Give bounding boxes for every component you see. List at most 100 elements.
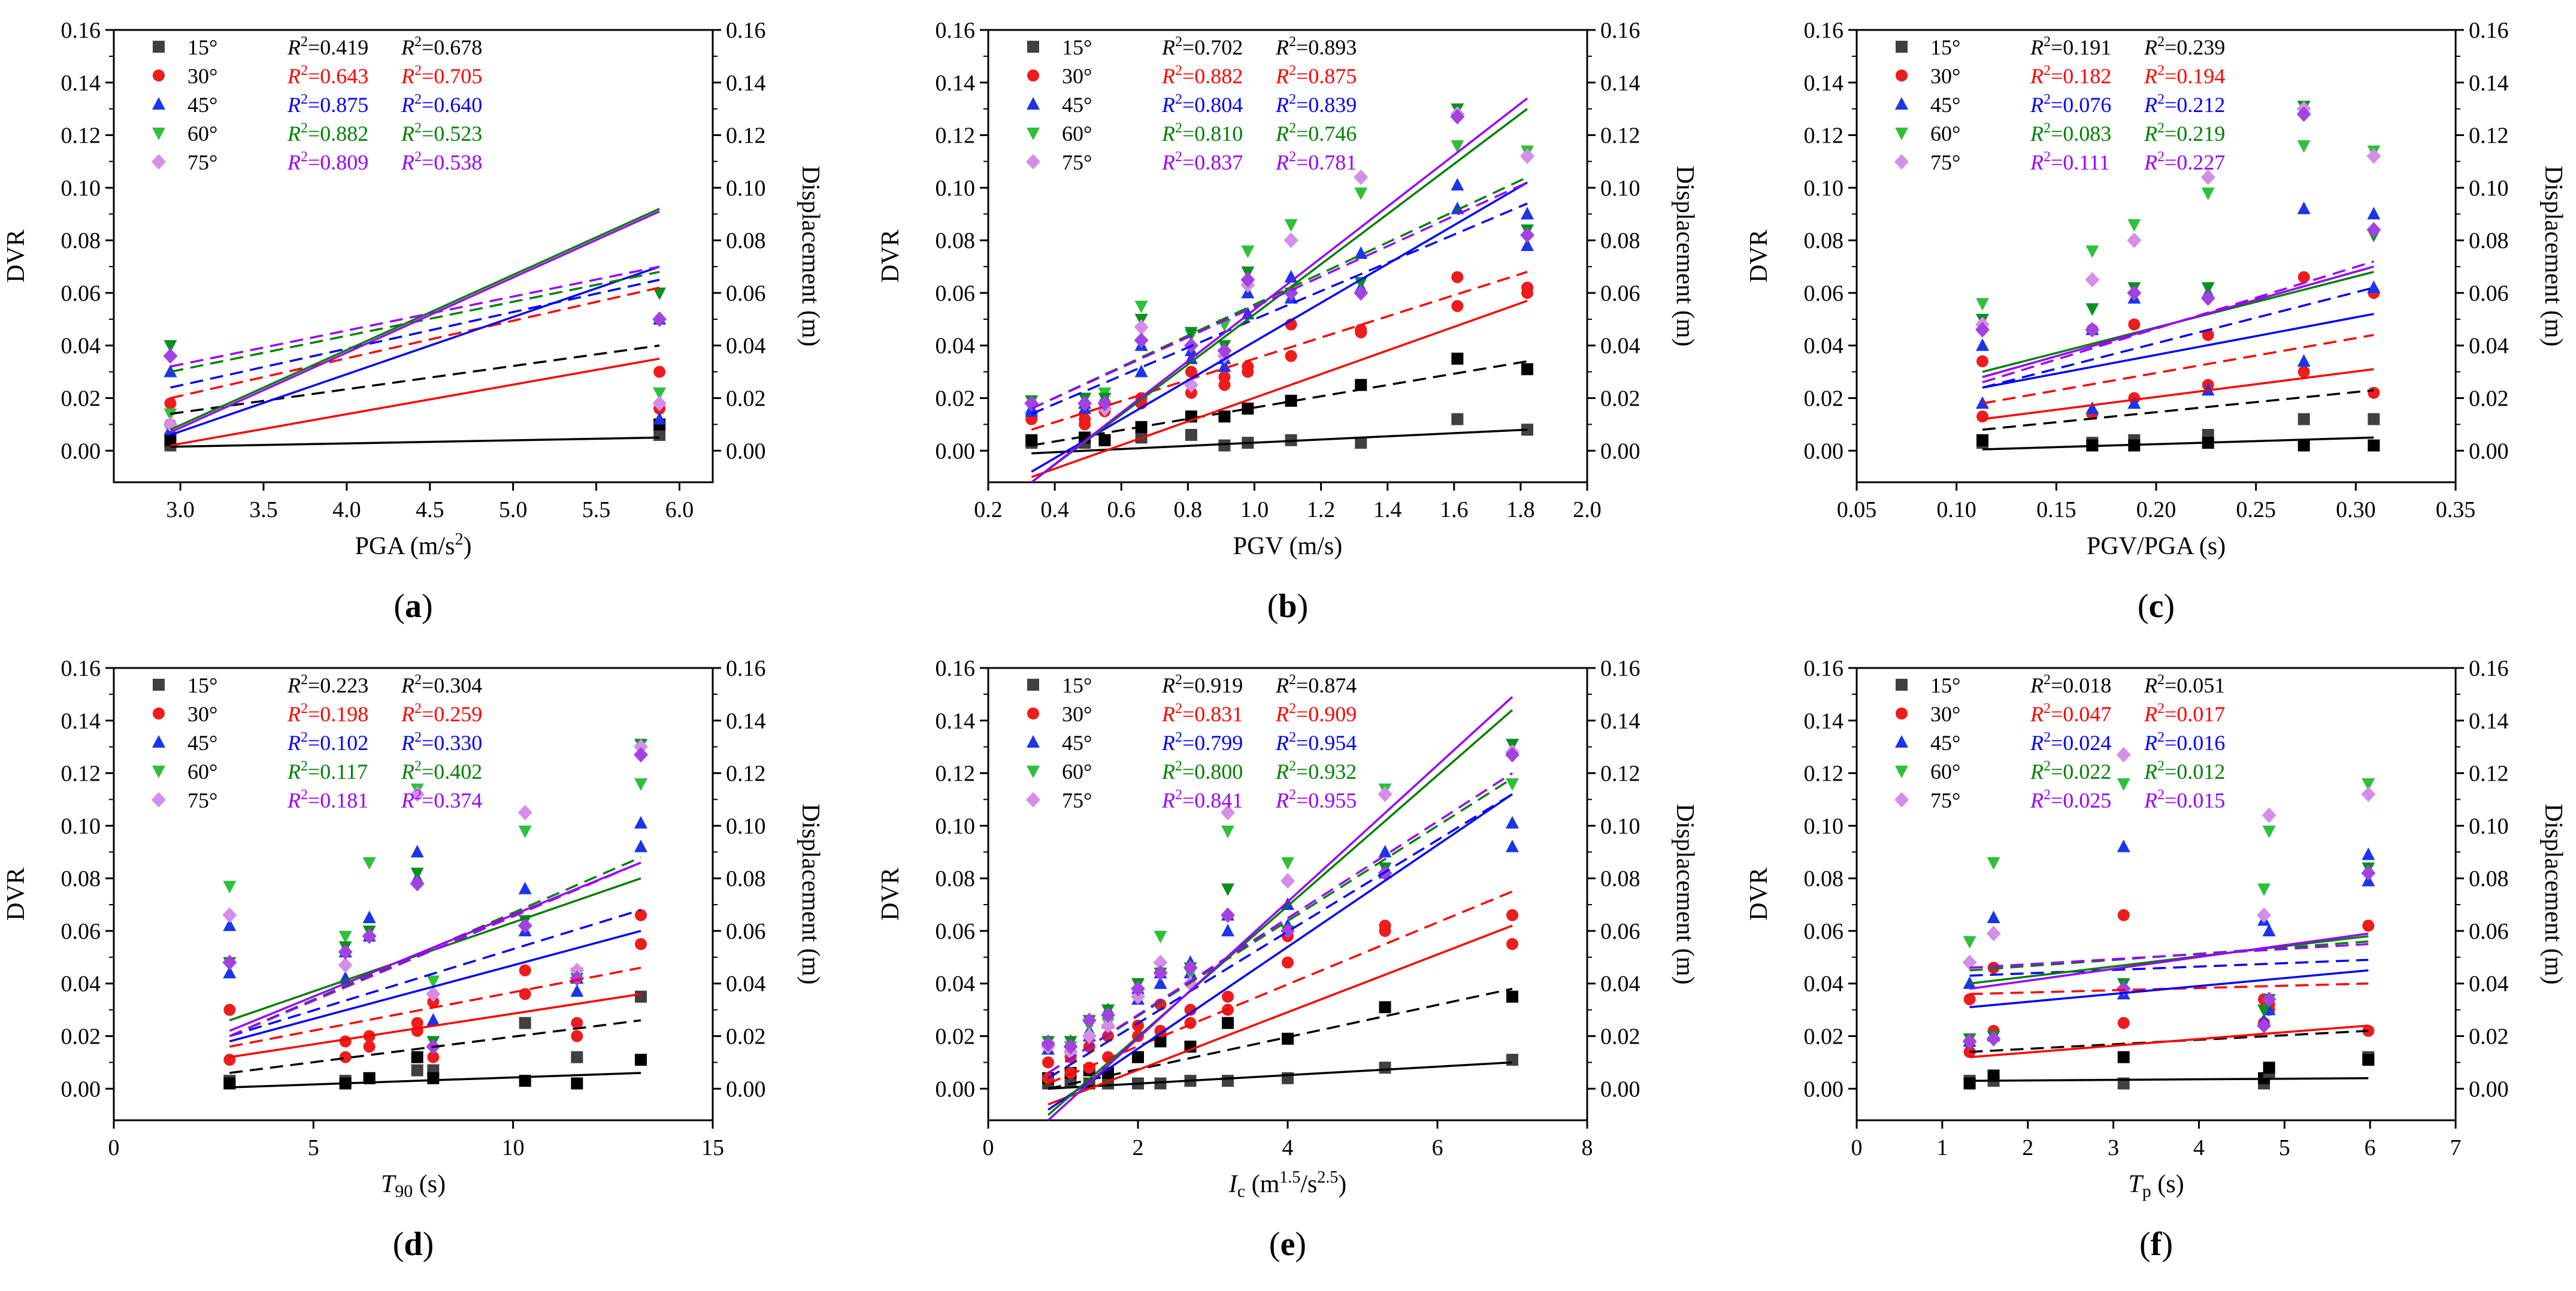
panel-label: (d)	[393, 1226, 434, 1263]
y-tick-label-left: 0.00	[936, 439, 976, 464]
data-point-dvr-75°	[410, 875, 425, 891]
data-point-disp-30°	[571, 1017, 583, 1029]
data-point-dvr-45°	[1521, 238, 1534, 251]
data-point-disp-75°	[1378, 786, 1393, 802]
data-point-dvr-45°	[1218, 359, 1231, 372]
legend-label: 15°	[187, 35, 217, 59]
legend-label: 45°	[1930, 731, 1960, 755]
y-tick-label-right: 0.16	[2469, 18, 2509, 43]
data-point-dvr-30°	[427, 1051, 440, 1063]
data-point-disp-60°	[2362, 778, 2375, 791]
data-point-disp-45°	[223, 918, 237, 932]
legend-r2-dvr: R2=0.182	[2030, 63, 2111, 88]
r2-sup: 2	[1175, 672, 1182, 688]
y-tick-label-left: 0.16	[936, 656, 976, 681]
data-point-dvr-75°	[1520, 227, 1534, 243]
y-tick-label-left: 0.12	[1804, 761, 1844, 787]
r2-sup: 2	[414, 672, 422, 688]
plot-frame	[113, 667, 714, 1121]
r2-sup: 2	[2044, 120, 2051, 136]
data-point-dvr-75°	[1041, 1036, 1055, 1052]
r2-symbol: R	[2030, 150, 2044, 174]
r2-value: =0.702	[1182, 35, 1243, 59]
r2-symbol: R	[1161, 122, 1175, 146]
r2-symbol: R	[401, 150, 414, 174]
y-tick-label-right: 0.14	[2469, 709, 2509, 734]
legend-label: 75°	[187, 150, 217, 174]
x-tick-label: 4.0	[332, 497, 361, 522]
data-point-disp-75°	[2262, 807, 2277, 823]
r2-sup: 2	[1289, 92, 1296, 107]
legend-label: 45°	[1930, 93, 1960, 117]
r2-sup: 2	[301, 120, 308, 136]
data-point-dvr-30°	[363, 1041, 376, 1053]
legend-r2-dvr: R2=0.117	[287, 758, 368, 784]
r2-value: =0.909	[1296, 702, 1357, 726]
panel-label-close: )	[2163, 588, 2175, 625]
data-point-disp-15°	[1379, 1062, 1391, 1074]
r2-sup: 2	[2044, 34, 2051, 50]
panel-label: (c)	[2138, 588, 2175, 625]
x-tick-label: 0.15	[2036, 497, 2076, 522]
data-point-dvr-75°	[1217, 343, 1232, 359]
legend-r2-disp: R2=0.909	[1275, 701, 1357, 726]
x-tick-label: 4.5	[416, 497, 444, 522]
y-axis-label-right: Displacement (m)	[797, 165, 824, 346]
legend-r2-disp: R2=0.746	[1275, 120, 1357, 146]
y-tick-label-right: 0.06	[2469, 281, 2509, 306]
data-point-dvr-75°	[1077, 395, 1092, 412]
y-tick-label-right: 0.02	[726, 1024, 766, 1050]
data-point-disp-30°	[1083, 1062, 1095, 1074]
legend-marker	[1027, 708, 1039, 719]
data-point-dvr-75°	[570, 970, 585, 986]
legend-r2-dvr: R2=0.025	[2030, 787, 2111, 812]
fit-line-disp-45°	[170, 279, 660, 389]
legend-marker	[1895, 97, 1908, 110]
x-tick-label: 0.6	[1107, 497, 1136, 522]
data-point-dvr-30°	[1355, 326, 1367, 338]
legend-r2-disp: R2=0.239	[2144, 34, 2225, 59]
panel-label: (b)	[1267, 588, 1308, 625]
y-tick-label-left: 0.12	[61, 123, 101, 149]
data-point-dvr-60°	[2257, 1004, 2271, 1017]
panel-label-close: )	[422, 588, 433, 625]
r2-symbol: R	[401, 673, 414, 697]
r2-value: =0.194	[2165, 64, 2225, 88]
data-point-dvr-15°	[1963, 1077, 1976, 1090]
y-tick-label-left: 0.14	[936, 71, 976, 96]
data-point-dvr-30°	[2202, 329, 2214, 341]
legend-r2-disp: R2=0.330	[401, 730, 482, 755]
r2-value: =0.882	[1182, 64, 1243, 88]
data-point-disp-45°	[1987, 911, 2000, 924]
y-tick-label-right: 0.04	[1600, 972, 1640, 997]
x-tick-label: 3	[2108, 1135, 2119, 1160]
legend-label: 60°	[1930, 760, 1960, 784]
plot-area	[1024, 97, 1534, 482]
data-point-disp-75°	[1134, 319, 1149, 335]
legend-r2-disp: R2=0.874	[1275, 672, 1357, 697]
data-point-dvr-75°	[517, 918, 532, 934]
y-tick-label-left: 0.04	[1804, 334, 1844, 359]
r2-sup: 2	[414, 92, 422, 107]
data-point-dvr-75°	[1082, 1012, 1097, 1029]
fit-line-dvr-45°	[169, 265, 660, 436]
y-tick-label-left: 0.14	[61, 709, 101, 734]
data-point-dvr-15°	[1285, 394, 1297, 407]
legend-label: 60°	[1930, 122, 1960, 146]
r2-sup: 2	[2157, 34, 2165, 50]
y-tick-label-right: 0.12	[2469, 123, 2509, 149]
x-tick-label: 3.0	[166, 497, 195, 522]
data-point-disp-75°	[2127, 232, 2142, 249]
r2-sup: 2	[2044, 758, 2051, 774]
data-point-dvr-75°	[1221, 907, 1235, 923]
fit-line-dvr-15°	[229, 1072, 641, 1089]
data-point-disp-60°	[1134, 300, 1148, 313]
r2-sup: 2	[301, 730, 308, 745]
legend-marker	[1896, 69, 1908, 81]
y-tick-label-right: 0.00	[1600, 1077, 1640, 1102]
y-tick-label-left: 0.10	[61, 176, 101, 201]
data-point-dvr-45°	[223, 966, 237, 979]
data-point-disp-75°	[1082, 1028, 1097, 1044]
r2-value: =0.017	[2165, 702, 2225, 726]
data-point-disp-75°	[1221, 805, 1235, 821]
